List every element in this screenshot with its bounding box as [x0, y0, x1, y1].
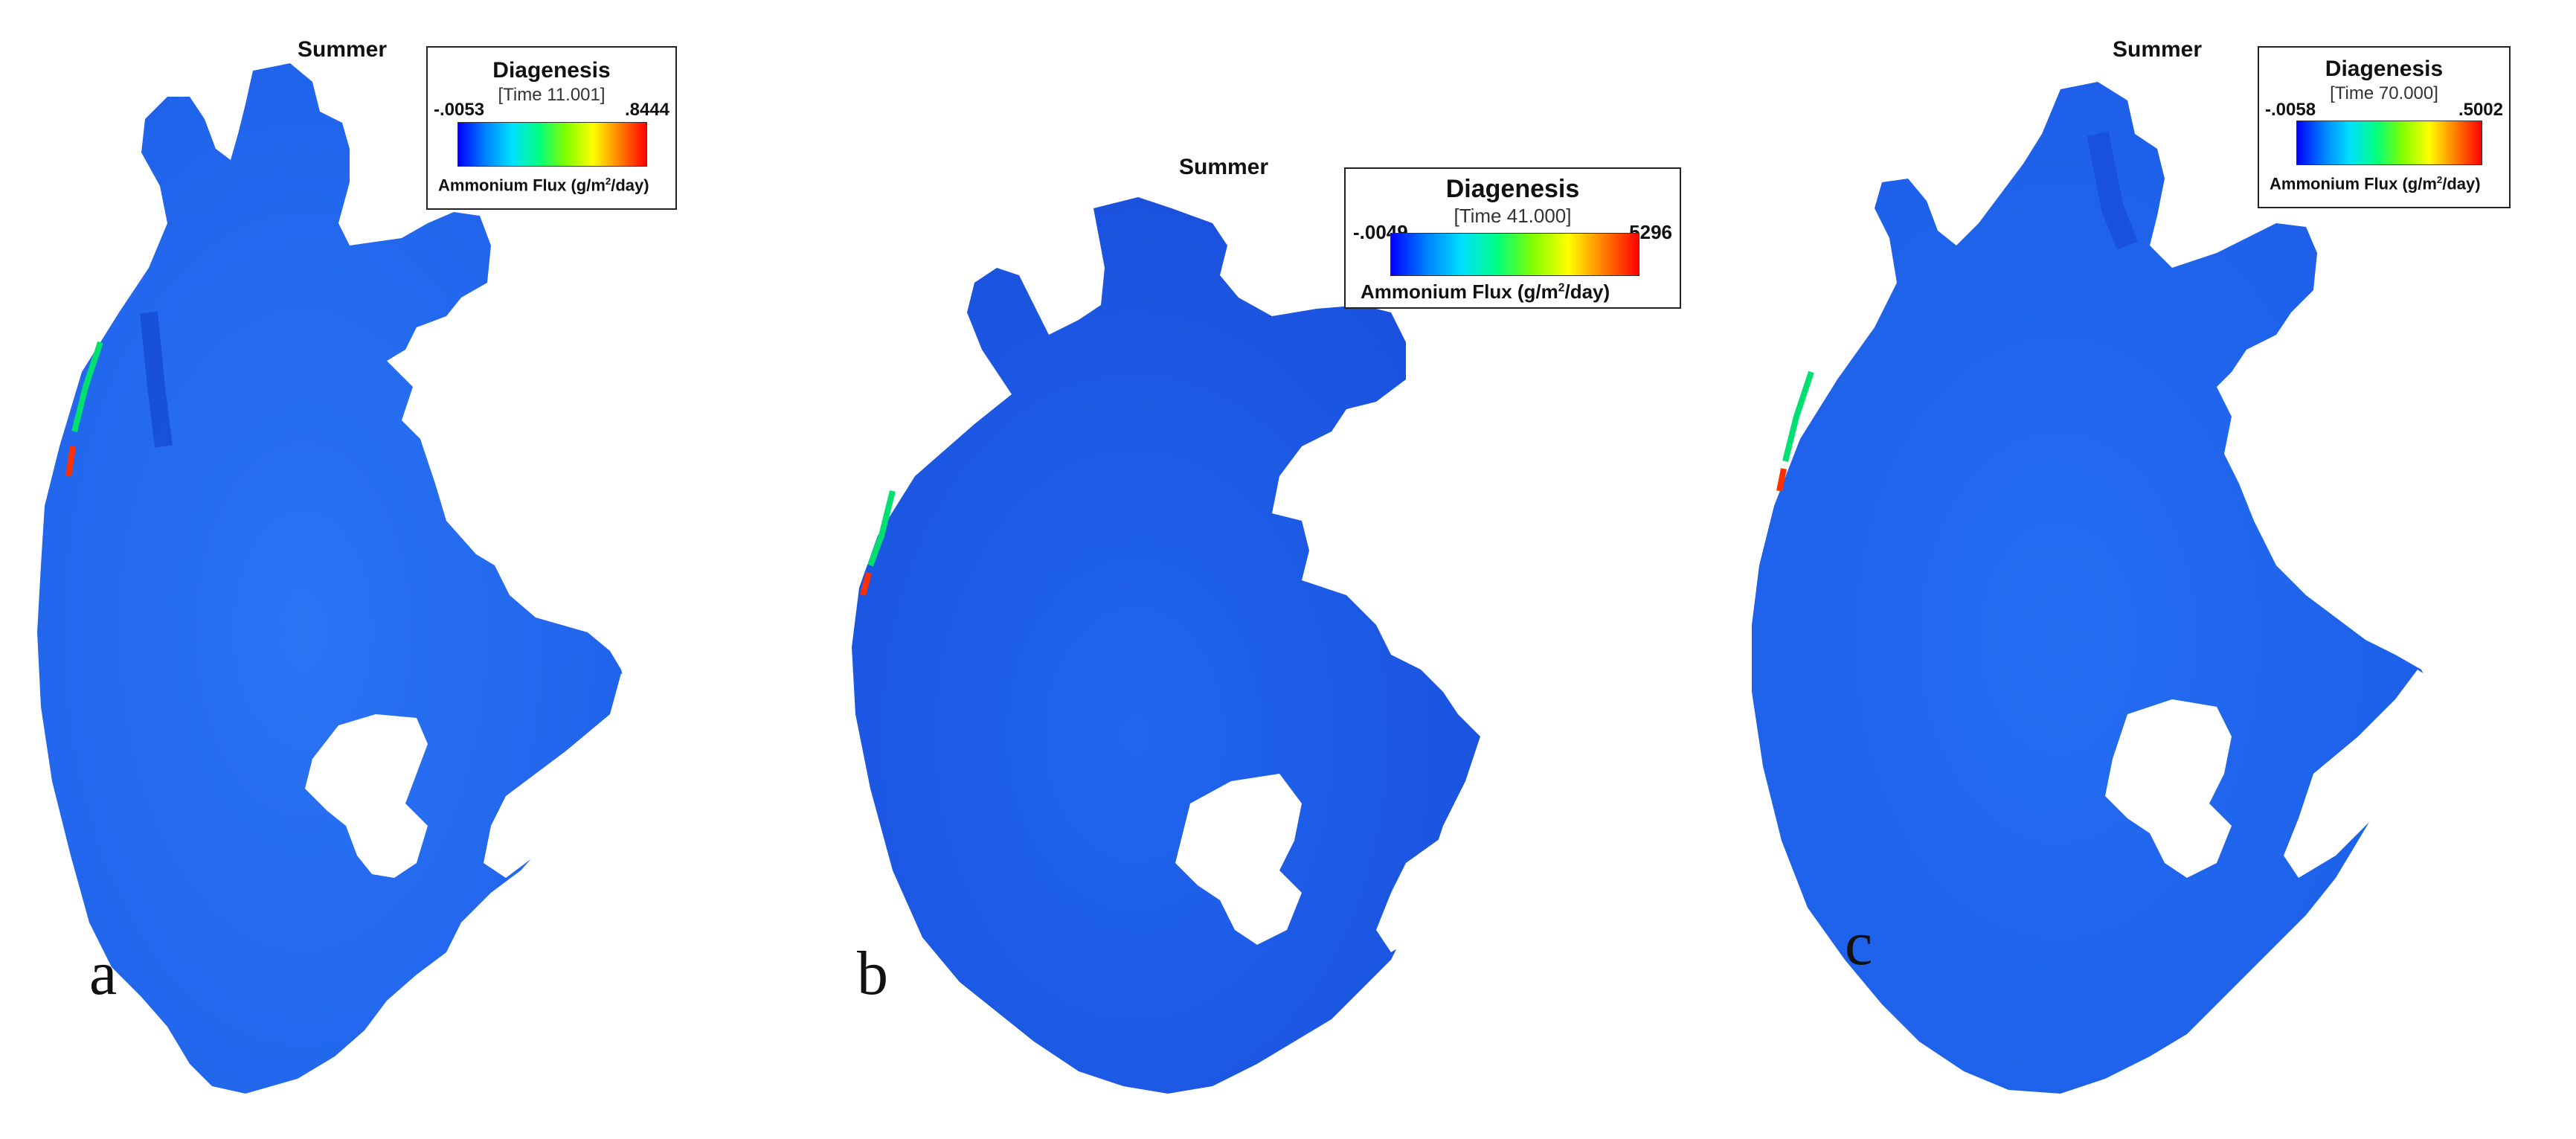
island-b: [1175, 774, 1302, 945]
legend-min: -.0058: [2265, 100, 2316, 120]
panel-label: b: [857, 939, 888, 1008]
unit-suffix: /day): [2442, 174, 2481, 193]
inlet-c: [2284, 670, 2440, 878]
coast-highlight-b: [867, 490, 896, 567]
coast-highlight-c: [1782, 370, 1814, 462]
island-a: [305, 714, 428, 878]
colorbar-legend: Diagenesis [Time 11.001] -.0053 .8444 Am…: [426, 46, 677, 210]
season-label: Summer: [2113, 37, 2203, 62]
legend-unit: Ammonium Flux (g/m2/day): [438, 176, 649, 195]
unit-prefix: Ammonium Flux (g/m: [438, 176, 606, 195]
legend-title: Diagenesis: [2325, 57, 2444, 81]
lake-map-b: [852, 197, 1570, 1094]
unit-sup: 2: [1558, 281, 1565, 295]
colorbar: [457, 122, 647, 167]
coast-hot-a: [65, 446, 76, 477]
legend-time: [Time 41.000]: [1454, 205, 1572, 227]
island-c: [2105, 699, 2232, 878]
map-panel-c: Summer Diagenesis [Time 70.000] -.0058 .…: [1711, 0, 2569, 1139]
map-panel-b: Summer Diagenesis [Time 41.000] -.0049 .…: [826, 0, 1684, 1139]
colorbar: [1390, 233, 1639, 276]
unit-prefix: Ammonium Flux (g/m: [1361, 280, 1558, 303]
dark-streak-c: [2087, 132, 2138, 250]
unit-suffix: /day): [611, 176, 649, 195]
legend-unit: Ammonium Flux (g/m2/day): [1361, 280, 1610, 304]
legend-time: [Time 70.000]: [2330, 83, 2438, 103]
unit-sup: 2: [2436, 174, 2443, 185]
panel-label: a: [89, 939, 118, 1008]
colorbar-legend: Diagenesis [Time 41.000] -.0049 .5296 Am…: [1344, 167, 1681, 309]
inlet-b: [1376, 729, 1570, 952]
legend-min: -.0053: [434, 100, 485, 120]
unit-suffix: /day): [1564, 280, 1610, 303]
lake-shape-a: [37, 63, 629, 1094]
season-label: Summer: [1179, 155, 1269, 179]
legend-unit: Ammonium Flux (g/m2/day): [2270, 174, 2481, 193]
legend-title: Diagenesis: [1445, 175, 1580, 203]
colorbar: [2296, 121, 2482, 165]
coast-hot-b: [860, 571, 872, 597]
legend-title: Diagenesis: [492, 58, 611, 83]
colorbar-legend: Diagenesis [Time 70.000] -.0058 .5002 Am…: [2258, 46, 2511, 208]
lake-map-c: [1752, 82, 2440, 1094]
panel-label: c: [1845, 909, 1873, 978]
map-panel-a: Summer Diagenesis [Time 11.001] -.0053 .…: [0, 0, 858, 1139]
lake-map-a: [37, 63, 640, 1094]
coast-hot-c: [1776, 468, 1787, 492]
dark-streak-a: [140, 311, 173, 448]
unit-prefix: Ammonium Flux (g/m: [2270, 174, 2437, 193]
legend-time: [Time 11.001]: [498, 85, 606, 105]
coast-highlight-a: [71, 341, 103, 432]
season-label: Summer: [298, 37, 388, 62]
unit-sup: 2: [605, 176, 611, 187]
legend-max: .5002: [2458, 100, 2503, 120]
lake-shape-b: [852, 197, 1480, 1094]
lake-shape-c: [1752, 82, 2432, 1094]
legend-max: .8444: [624, 100, 669, 120]
inlet-a: [484, 673, 640, 878]
